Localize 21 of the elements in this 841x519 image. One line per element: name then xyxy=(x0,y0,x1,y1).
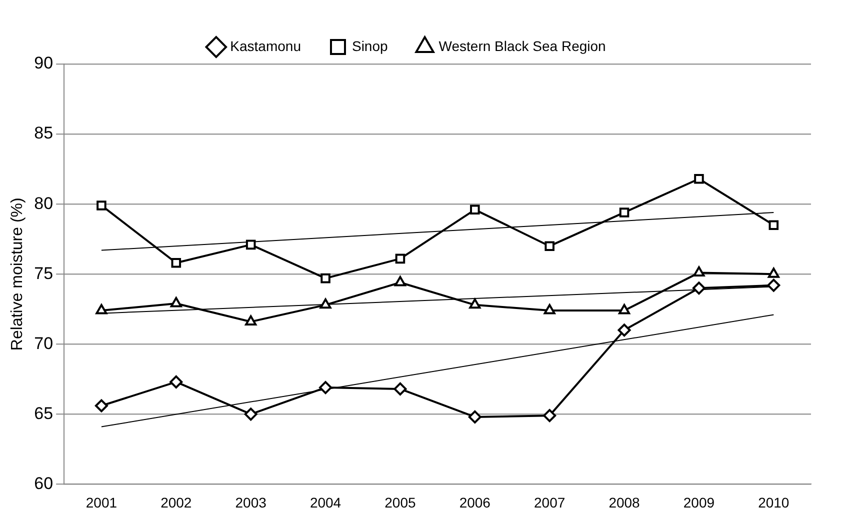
x-tick-label: 2007 xyxy=(534,494,566,510)
y-axis-title: Relative moisture (%) xyxy=(9,198,26,351)
y-tick-label: 65 xyxy=(34,404,54,423)
y-tick-label: 75 xyxy=(34,264,54,283)
x-tick-label: 2006 xyxy=(459,494,491,510)
x-tick-label: 2001 xyxy=(86,494,118,510)
x-tick-label: 2010 xyxy=(758,494,790,510)
legend-label: Sinop xyxy=(352,38,388,54)
y-tick-label: 90 xyxy=(34,54,54,73)
y-tick-label: 60 xyxy=(34,474,54,493)
y-tick-label: 85 xyxy=(34,124,54,143)
legend-label: Kastamonu xyxy=(230,38,301,54)
x-tick-label: 2004 xyxy=(310,494,342,510)
x-tick-label: 2002 xyxy=(160,494,192,510)
x-tick-label: 2009 xyxy=(683,494,715,510)
x-tick-label: 2005 xyxy=(384,494,416,510)
x-tick-label: 2003 xyxy=(235,494,267,510)
y-tick-label: 70 xyxy=(34,334,54,353)
y-tick-label: 80 xyxy=(34,194,54,213)
x-tick-label: 2008 xyxy=(608,494,640,510)
legend-label: Western Black Sea Region xyxy=(438,38,606,54)
